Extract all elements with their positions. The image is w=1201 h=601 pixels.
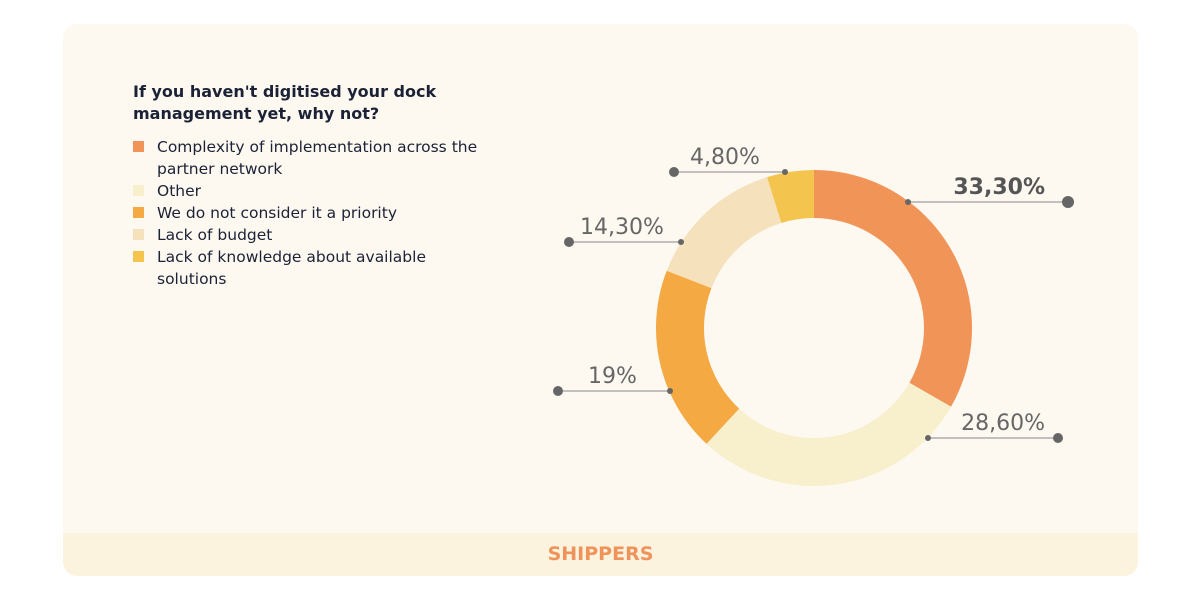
donut-segment (814, 170, 972, 407)
legend-item: We do not consider it a priority (133, 202, 497, 224)
legend-swatch (133, 185, 144, 196)
donut-segment (666, 177, 782, 289)
legend-swatch (133, 251, 144, 262)
legend-label: Lack of budget (157, 226, 273, 244)
donut-segment (767, 170, 814, 223)
donut-segment (656, 270, 740, 444)
data-label: 14,30% (580, 215, 664, 240)
legend-swatch (133, 207, 144, 218)
legend-item: Lack of budget (133, 224, 497, 246)
chart-title: If you haven't digitised your dock manag… (133, 82, 437, 123)
legend-label: Other (157, 182, 202, 200)
data-label: 28,60% (961, 411, 1045, 436)
donut-segment (706, 382, 951, 487)
legend-label: We do not consider it a priority (157, 204, 397, 222)
legend: Complexity of implementation across the … (133, 136, 497, 290)
leader-end (669, 167, 679, 177)
leader-dot (667, 388, 673, 394)
leader-dot (925, 435, 931, 441)
leader-end (553, 386, 563, 396)
leader-dot (782, 169, 788, 175)
legend-swatch (133, 229, 144, 240)
legend-item: Lack of knowledge about available soluti… (133, 246, 497, 290)
footer: SHIPPERS (63, 533, 1138, 576)
data-label: 19% (588, 364, 637, 389)
legend-item: Other (133, 180, 497, 202)
data-label: 33,30% (953, 175, 1045, 200)
legend-label: Lack of knowledge about available soluti… (157, 248, 426, 288)
leader-dot (905, 199, 911, 205)
legend-swatch (133, 141, 144, 152)
legend-label: Complexity of implementation across the … (157, 138, 478, 178)
leader-dot (678, 239, 684, 245)
data-label: 4,80% (690, 145, 760, 170)
leader-end (1053, 433, 1063, 443)
leader-end (1062, 196, 1074, 208)
leader-end (564, 237, 574, 247)
legend-item: Complexity of implementation across the … (133, 136, 497, 180)
